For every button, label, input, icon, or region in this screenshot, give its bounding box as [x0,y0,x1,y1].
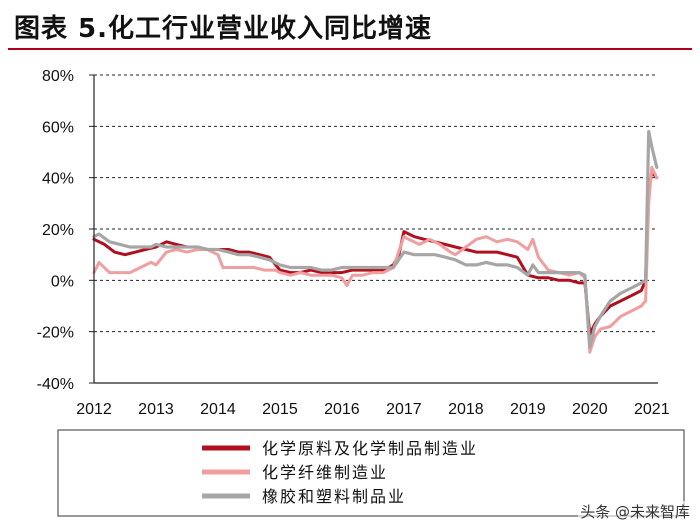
y-tick-label: -40% [37,376,74,393]
series-line-3 [92,129,659,349]
x-tick-label: 2018 [448,401,484,418]
x-tick-label: 2016 [324,401,360,418]
y-tick-label: 60% [42,119,74,136]
legend-label-1: 化学原料及化学制品制造业 [262,439,478,458]
watermark-text: 头条 @未来智库 [578,501,692,522]
x-tick-label: 2021 [634,401,670,418]
x-tick-label: 2020 [572,401,608,418]
series-line-2 [92,165,659,354]
legend-label-3: 橡胶和塑料制品业 [262,487,406,506]
line-chart: -40%-20%0%20%40%60%80% 2012 2013 2014 2015 2… [37,68,685,517]
y-tick-label: 0% [51,273,74,290]
x-tick-label: 2019 [510,401,546,418]
legend-label-2: 化学纤维制造业 [262,463,388,482]
axes [93,75,658,384]
x-axis-ticks: 2012 2013 2014 2015 2016 2017 2018 2019 2020 2021 [76,401,669,418]
x-tick-label: 2017 [386,401,422,418]
x-tick-label: 2012 [76,401,112,418]
y-tick-label: 20% [42,222,74,239]
x-tick-label: 2015 [262,401,298,418]
series-lines [92,129,659,354]
x-tick-label: 2014 [200,401,236,418]
title-divider [8,48,692,50]
chart-title: 图表 5.化工行业营业收入同比增速 [14,14,433,44]
y-axis-ticks: -40% -20% 0% 20% 40% 60% 80% [37,68,94,393]
y-tick-label: 40% [42,171,74,188]
y-tick-label: 80% [42,68,74,85]
y-tick-label: -20% [37,325,74,342]
x-tick-label: 2013 [138,401,174,418]
grid [94,74,658,333]
series-line-1 [92,171,659,336]
